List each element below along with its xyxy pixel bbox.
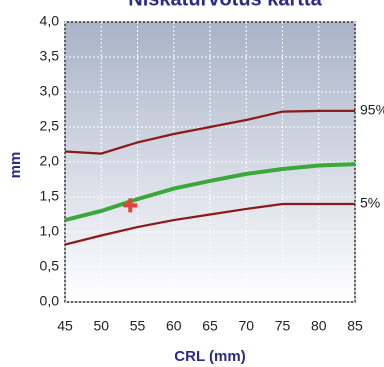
marker: [123, 198, 138, 213]
x-tick-label: 55: [130, 318, 146, 334]
y-tick-label: 0,5: [40, 258, 60, 274]
x-tick-label: 50: [93, 318, 109, 334]
y-tick-label: 0,0: [40, 293, 60, 309]
x-tick-label: 70: [238, 318, 254, 334]
y-tick-label: 1,5: [40, 188, 60, 204]
y-tick-label: 1,0: [40, 223, 60, 239]
x-tick-label: 75: [275, 318, 291, 334]
y-tick-label: 3,0: [40, 83, 60, 99]
x-axis-label: CRL (mm): [174, 348, 245, 365]
x-tick-label: 65: [202, 318, 218, 334]
x-tick-label: 80: [311, 318, 327, 334]
y-tick-label: 4,0: [40, 13, 60, 29]
series-line: [64, 162, 356, 223]
series-label: 95%: [360, 102, 384, 118]
series-line: [64, 109, 355, 155]
series-line: [64, 202, 355, 246]
series-label: 5%: [360, 195, 380, 211]
x-tick-label: 60: [166, 318, 182, 334]
y-tick-label: 2,5: [40, 118, 60, 134]
x-tick-label: 45: [57, 318, 73, 334]
y-tick-label: 2,0: [40, 153, 60, 169]
x-tick-label: 85: [347, 318, 363, 334]
chart-title: Niskaturvotus kartta: [128, 0, 322, 10]
y-tick-label: 3,5: [40, 48, 60, 64]
y-axis-label: mm: [7, 152, 24, 179]
